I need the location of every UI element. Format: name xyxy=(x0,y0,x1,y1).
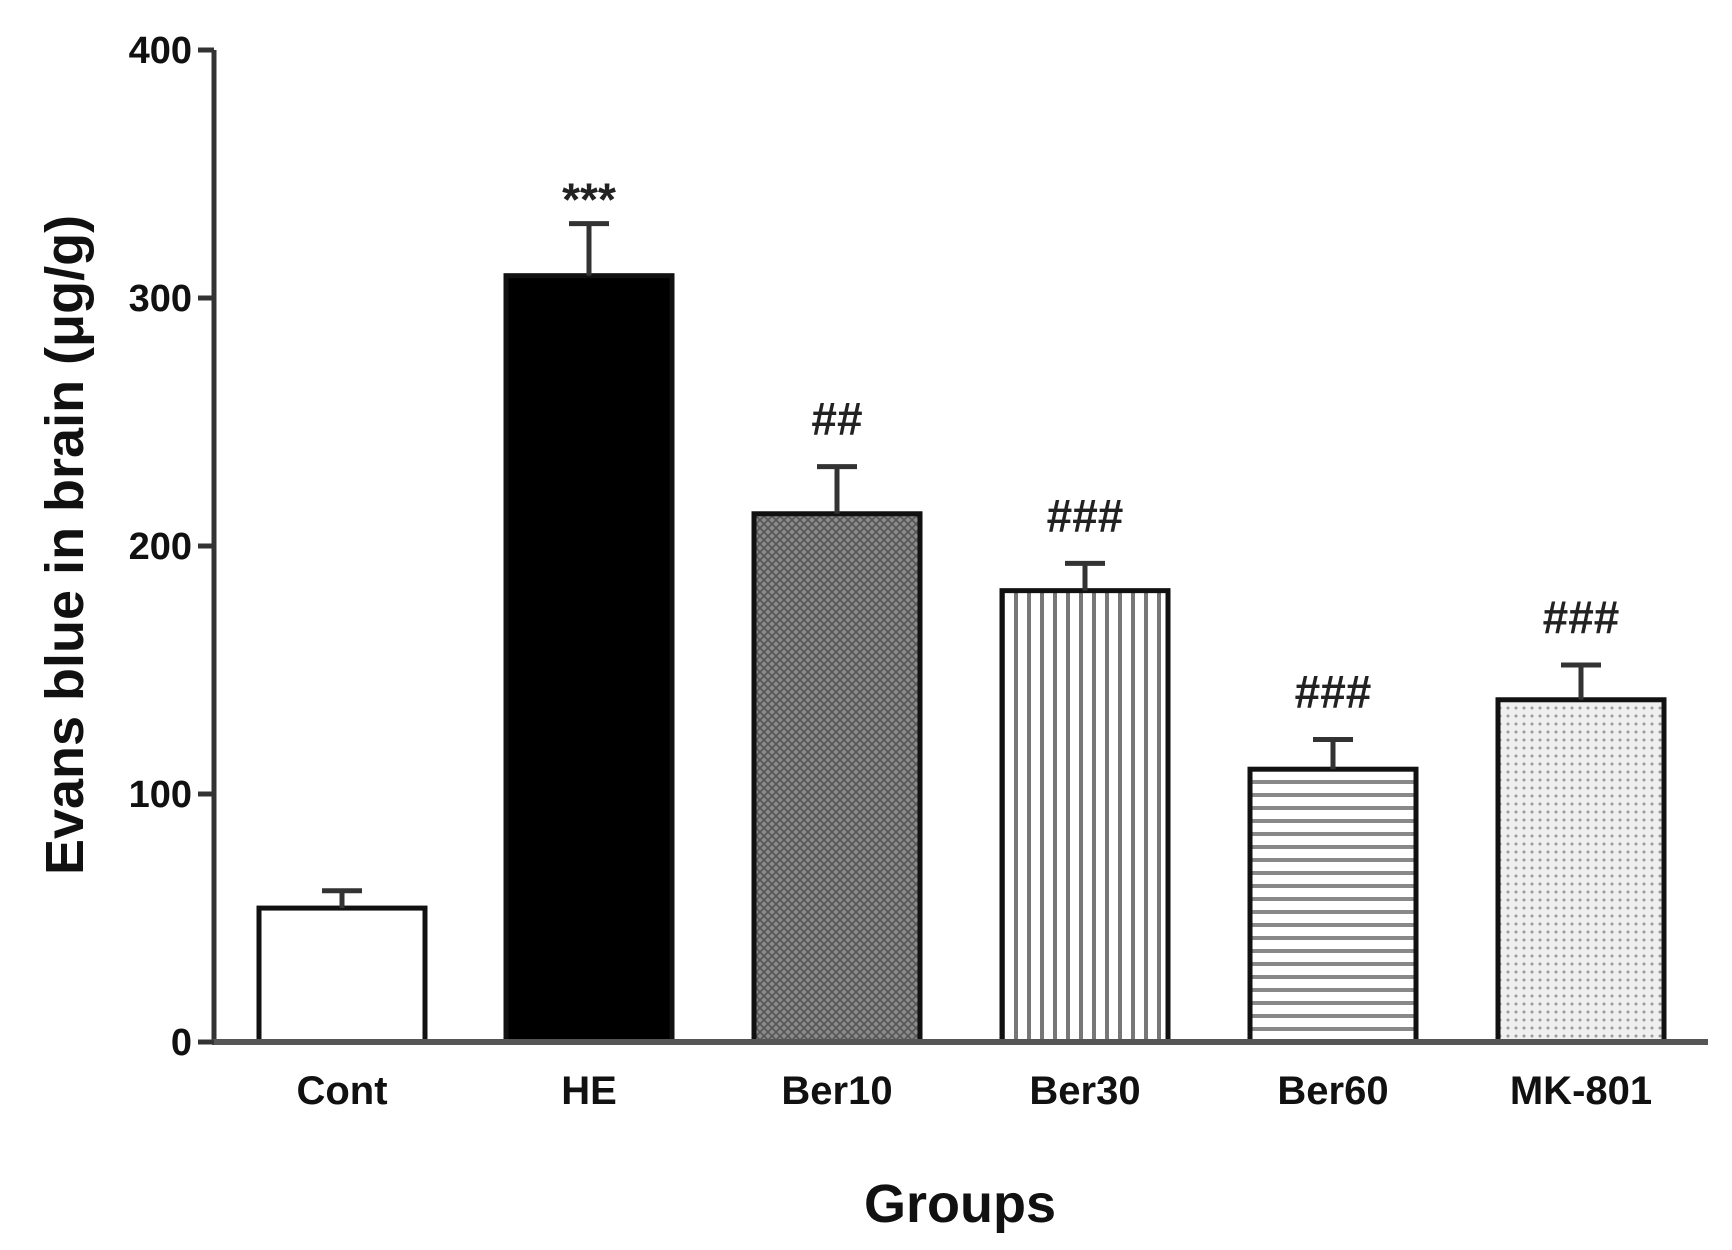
bar xyxy=(1247,766,1419,1045)
x-tick-label: HE xyxy=(561,1069,617,1113)
x-tick-label: MK-801 xyxy=(1510,1069,1652,1113)
y-tick-label: 0 xyxy=(171,1022,192,1064)
bar xyxy=(503,273,675,1045)
x-tick-label: Ber60 xyxy=(1277,1069,1388,1113)
bar xyxy=(751,511,923,1045)
y-tick-label: 100 xyxy=(129,774,192,816)
bar xyxy=(999,588,1171,1045)
bar xyxy=(1495,697,1667,1045)
x-tick-label: Ber10 xyxy=(781,1069,892,1113)
bar xyxy=(256,905,428,1045)
error-bars-group xyxy=(322,221,1601,909)
x-axis-title: Groups xyxy=(864,1174,1056,1234)
bars-group xyxy=(256,273,1667,1045)
x-tick-label: Ber30 xyxy=(1029,1069,1140,1113)
significance-label: ## xyxy=(811,393,862,445)
y-tick-label: 200 xyxy=(129,526,192,568)
x-labels-group: Cont HE Ber10 Ber30 Ber60 MK-801 xyxy=(296,1069,1652,1113)
y-tick-label: 300 xyxy=(129,278,192,320)
y-axis-title: Evans blue in brain (μg/g) xyxy=(35,215,95,875)
annotations-group: ***########### xyxy=(562,174,1619,718)
axes-group xyxy=(211,50,1708,1045)
y-ticks-group: 0 100 200 300 400 xyxy=(129,30,214,1064)
significance-label: ### xyxy=(1543,591,1620,643)
significance-label: ### xyxy=(1295,665,1372,717)
y-tick-label: 400 xyxy=(129,30,192,72)
significance-label: *** xyxy=(562,174,616,226)
x-tick-label: Cont xyxy=(296,1069,387,1113)
significance-label: ### xyxy=(1047,489,1124,541)
